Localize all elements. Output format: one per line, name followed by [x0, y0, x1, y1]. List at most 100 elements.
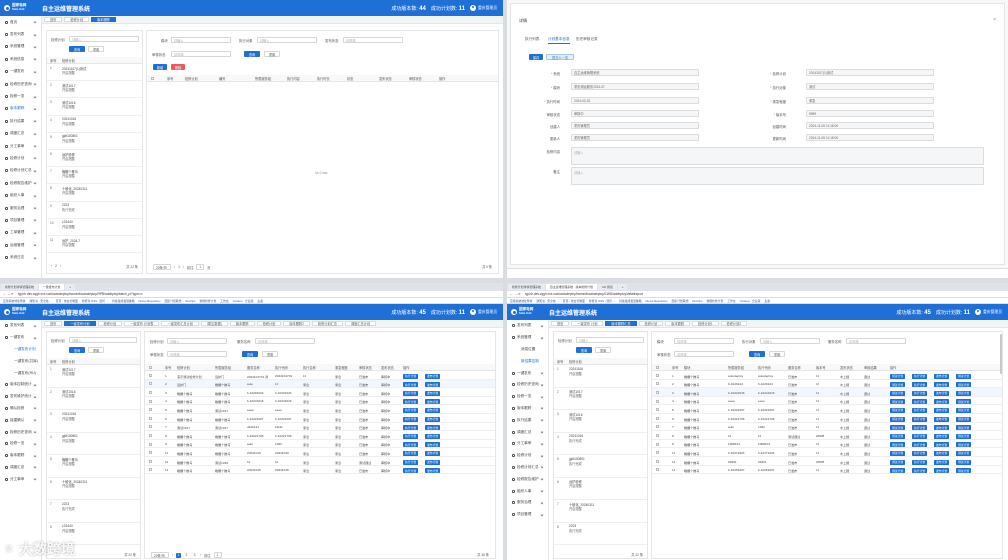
list-item[interactable]: 4 20241016 开启提醒 [47, 116, 142, 133]
field-input[interactable]: 20241107(1)测试 [806, 69, 934, 76]
tab-0[interactable]: 首页 [44, 320, 63, 327]
filter-module-input[interactable]: 请输入 [171, 37, 231, 43]
list-item[interactable]: 8 123444 开启提醒 [47, 523, 140, 545]
row-checkbox[interactable] [149, 433, 152, 437]
filter-review-select[interactable]: 请选择 [167, 351, 227, 357]
sidebar-item-4[interactable]: 一键发布 [0, 66, 41, 78]
sidebar-item-10[interactable]: 分工事审 [507, 438, 548, 450]
row-action-button[interactable]: 执行计划 [403, 407, 419, 413]
row-action-button[interactable]: 测试计划 [956, 373, 972, 379]
list-item[interactable]: 4 gjdt100801 开启提醒 [47, 433, 140, 455]
sidebar-item-10[interactable]: 检修一览 [0, 438, 41, 450]
next-page-icon[interactable]: › [182, 265, 184, 269]
row-action-button[interactable]: 测试计划 [956, 416, 972, 422]
sidebar-item-5[interactable]: 检修历史查询 [507, 379, 548, 391]
tab-1[interactable]: 一键发布 计划 [571, 320, 604, 327]
bookmark-8[interactable]: 常规检修计划 [706, 298, 724, 303]
list-item[interactable]: 3 20241016 开启提醒 [47, 410, 140, 433]
sidebar-item-5[interactable]: 检修历史查询 [0, 78, 41, 90]
browser-tab[interactable]: 检修计划详情管理系统 [508, 284, 545, 290]
field-input[interactable]: 9999 [806, 110, 934, 117]
sidebar-item-8[interactable]: 执行结果 [0, 115, 41, 127]
list-item[interactable]: 1 20241106 开启提醒 [554, 365, 647, 388]
row-action-button[interactable]: 执行计划 [912, 382, 928, 388]
list-item[interactable]: 2 测试1017 开启提醒 [554, 388, 647, 410]
page-3[interactable]: 3 [193, 553, 196, 557]
row-checkbox[interactable] [149, 416, 152, 420]
tab-2[interactable]: 检修计划 [97, 320, 123, 327]
list-item[interactable]: 11 运护_2024-7 开启提醒 [47, 236, 142, 254]
row-action-button[interactable]: 发布计划 [425, 416, 441, 422]
table-row[interactable]: 10 晚棚个推马 b-10271924 b-10271924 已发布 10 木上报 通过 测试计… [652, 448, 1002, 457]
sidebar-item-6[interactable]: 检修一览 [0, 90, 41, 102]
field-input[interactable]: 2024-11-05 11:18:00 [806, 134, 934, 141]
row-action-button[interactable]: 测试计划 [890, 382, 906, 388]
sidebar-item-13[interactable]: 检修报告维护 [0, 177, 41, 189]
tab-exec-list[interactable]: 执行列表 [525, 37, 540, 41]
nav-back-icon[interactable]: ← → ⟳ [510, 292, 521, 296]
list-item[interactable]: 3 测试1016 开启提醒 [47, 98, 142, 116]
row-action-button[interactable]: 发布计划 [934, 416, 950, 422]
sidebar-item-10[interactable]: 分工事审 [0, 140, 41, 152]
row-checkbox[interactable] [149, 459, 152, 463]
row-action-button[interactable]: 测试计划 [890, 399, 906, 405]
sidebar-item-15[interactable]: 服务治理 [0, 202, 41, 214]
search-button[interactable]: 查询 [576, 347, 592, 353]
sidebar-item-7[interactable]: 确认检修 [0, 403, 41, 415]
prev-page-icon[interactable]: ‹ [51, 264, 53, 268]
row-checkbox[interactable] [149, 468, 152, 472]
table-row[interactable]: 2 远护门 晚棚个推马 auto 10 紧急 紧急 已发布 审核中 执行计划 发布计划 [145, 379, 495, 389]
row-checkbox[interactable] [149, 399, 152, 403]
prev-page-icon[interactable]: ‹ [172, 553, 174, 557]
tab-home[interactable]: 首页 [44, 16, 63, 23]
goto-input[interactable]: 1 [196, 264, 205, 270]
list-item[interactable]: 1 20241107(1)测试 开启提醒 [47, 64, 142, 82]
sidebar-item-7[interactable]: 版本跟踪 [507, 403, 548, 415]
row-action-button[interactable]: 执行计划 [912, 390, 928, 396]
row-action-button[interactable]: 发布计划 [425, 433, 441, 439]
list-item[interactable]: 9 2223 执行完成 [47, 202, 142, 219]
row-action-button[interactable]: 发布计划 [934, 442, 950, 448]
table-row[interactable]: 7 晚棚个推马 auto 1022 已发布 10 木上报 通过 测试计划 执行计划 发布计划 测试计划 [652, 423, 1002, 432]
bookmark-0[interactable]: 应用系统地址导航 [510, 298, 533, 303]
sidebar-item-9[interactable]: 调度汇总 [507, 426, 548, 438]
row-action-button[interactable]: 发布计划 [934, 407, 950, 413]
row-action-button[interactable]: 发布计划 [425, 459, 441, 465]
sidebar-item-5[interactable]: 版本控制统计 [0, 379, 41, 391]
row-action-button[interactable]: 测试计划 [890, 425, 906, 431]
bookmark-2[interactable]: 首页 - 前台控制面 [562, 298, 585, 303]
row-checkbox[interactable] [149, 408, 152, 412]
table-row[interactable]: 8 晚棚个推马 晚棚个推马 b-10221706 b-10221706 紧急 紧急 已发布 审核… [145, 431, 495, 440]
sidebar-item-6[interactable]: 检修一览 [507, 391, 548, 403]
row-action-button[interactable]: 执行计划 [912, 425, 928, 431]
per-page-select[interactable]: 20条/页 [151, 552, 169, 558]
field-input[interactable]: 自主运维管理系统 [571, 69, 699, 76]
bookmark-10[interactable]: Codeup · 企业版 [232, 298, 254, 303]
sidebar-item-2[interactable]: 一键发布计划 [0, 344, 41, 356]
sidebar-item-19[interactable]: 系统日志 [0, 251, 41, 263]
row-action-button[interactable]: 测试计划 [890, 390, 906, 396]
row-action-button[interactable]: 发布计划 [425, 390, 441, 396]
bookmark-7[interactable]: DevOps [185, 298, 196, 303]
row-checkbox[interactable] [656, 416, 659, 420]
row-checkbox[interactable] [656, 468, 659, 472]
row-action-button[interactable]: 测试计划 [956, 459, 972, 465]
table-row[interactable]: 3 晚棚个推马 晚棚个推马 b-10201024 b-10201024 紧急 紧急 已发布 审核… [145, 388, 495, 397]
filter-service-select[interactable]: 请选择 [255, 338, 315, 344]
list-item[interactable]: 6 十维化_20240311 开启提醒 [47, 478, 140, 500]
row-action-button[interactable]: 测试计划 [890, 450, 906, 456]
table-row[interactable]: 3 晚棚个推马 b-10241016 b-10241016 已发布 10 木上报 通过 测试计划… [652, 388, 1002, 397]
tab-5[interactable]: 检修计划1 [692, 320, 719, 327]
sidebar-item-9[interactable]: 检修历史查询 [0, 426, 41, 438]
row-action-button[interactable]: 执行计划 [912, 450, 928, 456]
row-checkbox[interactable] [656, 382, 659, 386]
field-input[interactable]: 审核中 [571, 110, 699, 117]
bookmark-3[interactable]: 检修对 OSS - 监控 ... [81, 298, 109, 303]
row-action-button[interactable]: 执行计划 [403, 442, 419, 448]
table-search-button[interactable]: 查询 [749, 351, 765, 357]
table-row[interactable]: 8 晚棚个推马 11 11 测试通过 ZDDB 木上报 通过 测试计划 执行计划 发布计划 测试计划 [652, 431, 1002, 440]
table-row[interactable]: 12 晚棚个推马 晚棚个推马 20241015 20241015 紧急 紧急 已发布 审核中 执行… [145, 466, 495, 475]
row-checkbox[interactable] [656, 433, 659, 437]
reset-button[interactable]: 重置 [88, 347, 104, 353]
sidebar-item-2[interactable]: 系统管理 [0, 41, 41, 53]
